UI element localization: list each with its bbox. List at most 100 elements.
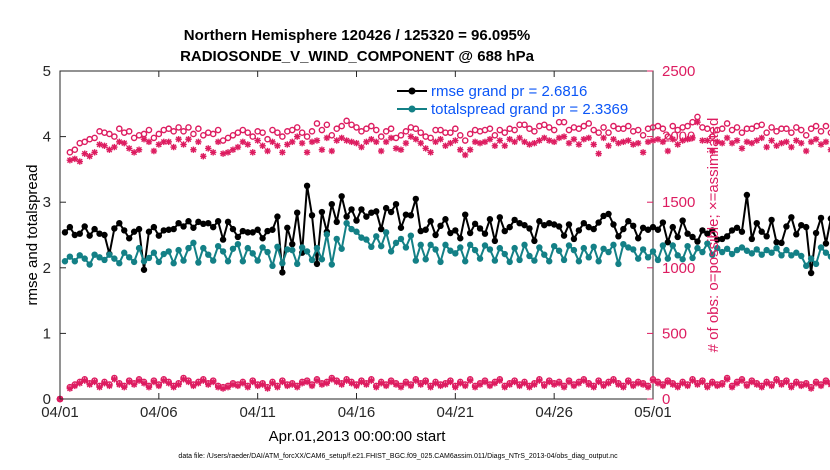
point-totalspread [669, 242, 676, 249]
obs-assimilated-point [150, 147, 158, 155]
obs-assimilated-point [763, 380, 770, 387]
obs-possible-point [219, 137, 227, 144]
obs-assimilated-point [165, 138, 172, 146]
point-rmse [338, 193, 345, 200]
point-rmse [397, 224, 405, 231]
obs-possible-point [600, 124, 607, 131]
obs-assimilated-point [822, 378, 830, 386]
obs-assimilated-point [560, 383, 568, 391]
obs-assimilated-point [709, 380, 716, 387]
obs-assimilated-point [91, 149, 98, 156]
obs-assimilated-point [526, 141, 533, 148]
point-rmse [590, 225, 597, 233]
obs-assimilated-point [239, 138, 247, 146]
obs-possible-point [550, 126, 558, 134]
point-rmse [812, 229, 820, 237]
point-rmse [121, 227, 128, 234]
point-rmse [318, 208, 326, 216]
obs-assimilated-point [81, 150, 88, 157]
point-totalspread [560, 256, 568, 264]
y-left-tick-label: 3 [43, 194, 51, 211]
point-rmse [66, 223, 74, 231]
obs-possible-point [773, 128, 780, 135]
point-rmse [570, 235, 578, 243]
obs-assimilated-point [195, 138, 202, 146]
point-totalspread [457, 244, 464, 251]
obs-possible-point [244, 129, 252, 136]
point-rmse [175, 219, 182, 227]
point-totalspread [491, 257, 499, 264]
point-totalspread [397, 235, 405, 243]
point-totalspread [130, 258, 138, 266]
point-totalspread [536, 244, 543, 251]
obs-assimilated-point [481, 378, 489, 386]
obs-possible-point [353, 124, 360, 131]
point-rmse [145, 228, 153, 235]
obs-assimilated-point [516, 382, 523, 390]
obs-assimilated-point [219, 385, 227, 392]
obs-assimilated-point [259, 381, 266, 388]
obs-assimilated-point [249, 378, 256, 386]
point-totalspread [694, 244, 701, 252]
point-totalspread [689, 254, 696, 262]
point-rmse [466, 229, 474, 237]
obs-assimilated-point [462, 382, 469, 390]
point-rmse [659, 219, 667, 226]
obs-assimilated-point [437, 136, 444, 143]
point-rmse [333, 218, 340, 226]
y-left-tick-label: 0 [43, 391, 51, 408]
point-totalspread [531, 257, 538, 264]
obs-assimilated-point [600, 382, 607, 390]
point-totalspread [368, 243, 375, 251]
obs-possible-point [674, 126, 682, 134]
point-rmse [437, 222, 444, 230]
obs-assimilated-point [496, 137, 504, 144]
point-rmse [353, 217, 360, 224]
obs-assimilated-point [728, 383, 736, 391]
obs-possible-point [684, 122, 691, 130]
point-totalspread [249, 250, 256, 257]
point-rmse [798, 221, 805, 229]
point-rmse [644, 226, 652, 233]
obs-assimilated-point [466, 146, 474, 153]
obs-possible-point [723, 120, 731, 127]
point-totalspread [595, 258, 602, 265]
obs-assimilated-point [575, 380, 583, 387]
point-rmse [116, 219, 123, 227]
point-totalspread [412, 257, 419, 264]
obs-possible-point [279, 133, 286, 140]
point-rmse [363, 213, 370, 220]
point-totalspread [442, 241, 449, 249]
chart-title-line-2: RADIOSONDE_V_WIND_COMPONENT @ 688 hPa [180, 48, 535, 65]
obs-assimilated-point [615, 381, 622, 388]
obs-assimilated-point [412, 136, 419, 143]
obs-possible-point [793, 124, 800, 131]
point-rmse [827, 215, 830, 222]
obs-possible-point [155, 130, 163, 138]
obs-assimilated-point [442, 381, 449, 388]
obs-possible-point [130, 134, 138, 142]
point-rmse [180, 223, 187, 230]
point-totalspread [61, 258, 69, 265]
point-totalspread [392, 239, 400, 247]
obs-assimilated-point [298, 139, 306, 147]
obs-possible-point [185, 124, 192, 131]
obs-assimilated-point [175, 136, 182, 143]
obs-assimilated-point [802, 381, 810, 388]
obs-assimilated-point [625, 378, 632, 386]
point-totalspread [615, 260, 622, 268]
y-right-tick-label: 500 [662, 325, 687, 342]
obs-possible-point [229, 131, 237, 139]
obs-assimilated-point [274, 383, 281, 391]
obs-assimilated-point [541, 382, 548, 390]
obs-assimilated-point [71, 382, 79, 390]
point-rmse [205, 219, 212, 227]
obs-assimilated-point [91, 378, 98, 386]
point-totalspread [793, 249, 800, 256]
obs-assimilated-point [788, 143, 795, 151]
point-rmse [76, 230, 83, 237]
point-totalspread [185, 244, 192, 252]
point-rmse [600, 212, 607, 220]
obs-assimilated-point [674, 383, 681, 391]
obs-assimilated-point [812, 380, 820, 387]
